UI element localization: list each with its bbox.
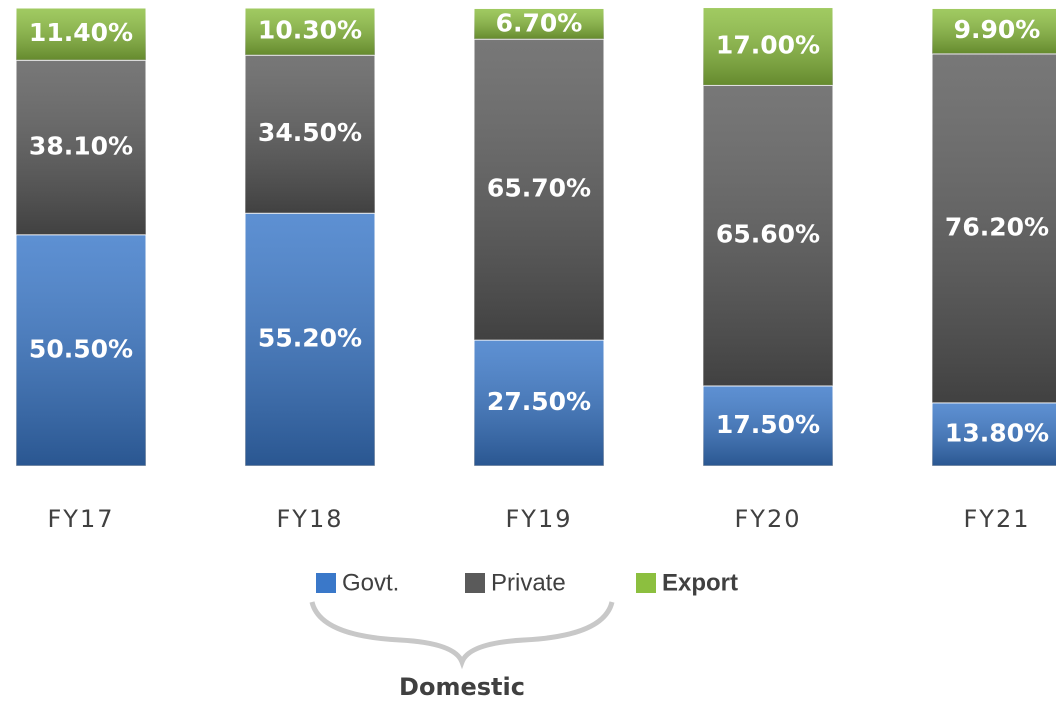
legend-label: Private [491, 569, 566, 596]
value-label: 13.80% [945, 418, 1049, 447]
x-tick-label: FY21 [963, 505, 1030, 533]
value-label: 38.10% [29, 131, 133, 160]
value-label: 6.70% [496, 8, 583, 37]
value-label: 55.20% [258, 324, 362, 353]
legend-swatch [636, 573, 656, 593]
value-label: 17.50% [716, 410, 820, 439]
value-label: 65.60% [716, 220, 820, 249]
value-label: 34.50% [258, 118, 362, 147]
legend-label: Export [662, 569, 738, 596]
x-tick-label: FY17 [47, 505, 114, 533]
value-label: 27.50% [487, 387, 591, 416]
value-label: 76.20% [945, 212, 1049, 241]
value-label: 11.40% [29, 18, 133, 47]
value-label: 50.50% [29, 334, 133, 363]
x-tick-label: FY19 [505, 505, 572, 533]
legend-label: Govt. [342, 569, 399, 596]
x-tick-label: FY20 [734, 505, 801, 533]
annotation: Domestic [399, 673, 525, 701]
value-label: 9.90% [954, 15, 1041, 44]
value-label: 10.30% [258, 16, 362, 45]
legend-swatch [316, 573, 336, 593]
x-tick-label: FY18 [276, 505, 343, 533]
brace [309, 601, 615, 670]
legend-swatch [465, 573, 485, 593]
value-label: 65.70% [487, 174, 591, 203]
value-label: 17.00% [716, 30, 820, 59]
